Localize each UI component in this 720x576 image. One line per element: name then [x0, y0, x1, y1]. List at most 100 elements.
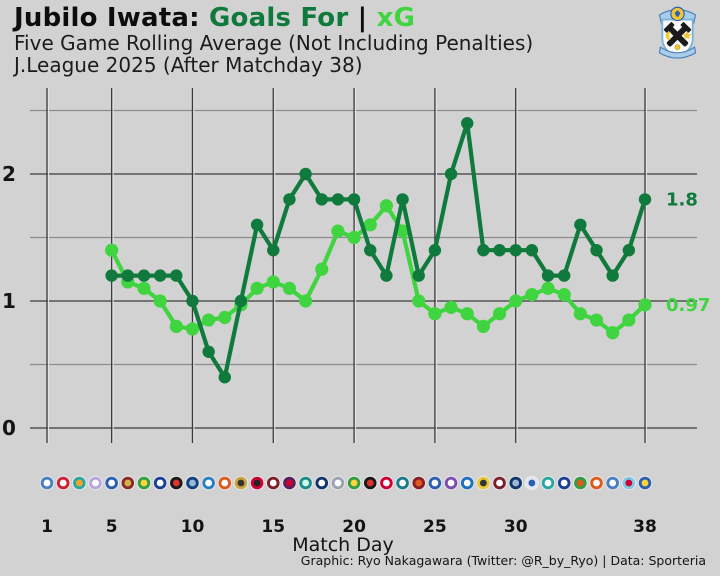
opponent-logo-center: [302, 479, 309, 487]
opponent-logo-center: [269, 479, 277, 487]
goals-for-point: [638, 193, 652, 206]
goals-for-point: [283, 193, 296, 206]
opponent-logo-center: [75, 479, 83, 487]
xg-point: [266, 275, 280, 289]
opponent-logo-center: [59, 479, 67, 487]
xg-point: [476, 319, 490, 333]
xg-point: [460, 307, 474, 321]
opponent-logo-center: [334, 479, 342, 487]
xg-point: [218, 310, 232, 325]
opponent-logo-center: [544, 479, 552, 487]
x-axis-title: Match Day: [292, 534, 394, 556]
xg-point: [169, 319, 183, 333]
y-tick-label: 1: [2, 289, 16, 313]
chart-subtitle-line1: Five Game Rolling Average (Not Including…: [14, 31, 534, 55]
opponent-logo-center: [189, 479, 196, 487]
goals-for-point: [250, 218, 264, 231]
goals-for-point: [153, 269, 167, 282]
goals-for-point: [574, 218, 587, 231]
goals-for-point: [590, 244, 603, 257]
goals-for-point: [380, 269, 393, 282]
goals-for-point: [557, 269, 571, 282]
xg-point: [347, 230, 361, 245]
opponent-logo-center: [625, 479, 633, 487]
xg-point: [298, 294, 313, 308]
header: Jubilo Iwata: Goals For | xG Five Game R…: [14, 3, 533, 76]
goals-for-point: [428, 244, 442, 257]
xg-point: [412, 294, 426, 308]
chart-subtitle-line2: J.League 2025 (After Matchday 38): [14, 52, 363, 77]
opponent-logo-center: [124, 479, 132, 487]
xg-point: [444, 300, 458, 314]
xg-point: [557, 288, 571, 302]
goals-for-point: [461, 117, 474, 130]
y-tick-label: 2: [2, 162, 16, 186]
goals-for-point: [170, 269, 183, 282]
goals-for-point: [234, 294, 248, 308]
goals-for-point: [541, 269, 555, 282]
xg-end-value: 0.97: [666, 295, 710, 316]
x-tick-label: 1: [41, 517, 53, 537]
goals-for-point: [622, 244, 636, 257]
xg-point: [202, 313, 216, 327]
goals-for-point: [186, 294, 199, 308]
xg-point: [185, 322, 200, 336]
chart-title: Jubilo Iwata: Goals For | xG: [14, 3, 533, 33]
xg-point: [395, 224, 410, 238]
xg-point: [573, 307, 587, 321]
goals-for-point: [299, 167, 312, 181]
opponent-logo-center: [318, 479, 326, 487]
xg-point: [282, 281, 297, 295]
opponent-logo-center: [560, 479, 568, 487]
goals-for-point: [137, 269, 151, 282]
xg-point: [541, 281, 555, 295]
goals-for-point: [331, 193, 345, 206]
xg-point: [606, 326, 620, 340]
opponent-logo-center: [156, 479, 164, 487]
xg-point: [105, 243, 119, 257]
x-tick-label: 20: [342, 517, 366, 537]
x-tick-label: 5: [106, 517, 118, 537]
opponent-logo-center: [286, 479, 293, 487]
goals-for-point: [396, 193, 409, 206]
opponent-logo-center: [237, 479, 245, 487]
opponent-logo-center: [108, 479, 116, 487]
opponent-logo-center: [641, 479, 649, 487]
opponent-logo-center: [609, 479, 617, 487]
xg-point: [363, 218, 377, 232]
opponent-logo-center: [431, 479, 439, 487]
goals-for-point: [347, 193, 361, 206]
title-goals-for: Goals For: [209, 3, 349, 33]
opponent-logo-center: [528, 479, 536, 487]
opponent-logo-center: [350, 479, 358, 487]
goals-for-point: [121, 269, 135, 282]
xg-point: [638, 298, 652, 312]
goals-for-point: [525, 244, 539, 257]
xg-point: [379, 199, 394, 213]
opponent-logo-center: [221, 479, 229, 487]
opponent-logo-center: [512, 479, 520, 487]
xg-point: [428, 307, 442, 321]
opponent-logo-center: [366, 479, 374, 487]
xg-point: [315, 262, 329, 276]
opponent-logo-center: [479, 479, 487, 487]
xg-point: [525, 288, 539, 302]
opponent-logo-center: [463, 479, 471, 487]
x-tick-label: 10: [181, 517, 205, 537]
opponent-logo-center: [92, 479, 99, 487]
opponent-logo-center: [576, 479, 584, 487]
credit-caption: Graphic: Ryo Nakagawara (Twitter: @R_by_…: [300, 553, 706, 568]
opponent-logo-center: [43, 479, 51, 487]
opponent-logo-center: [447, 479, 455, 487]
xg-point: [622, 313, 636, 327]
goals-for-point: [412, 269, 425, 282]
goals-for-point: [218, 371, 231, 384]
opponent-logo-center: [205, 479, 213, 487]
xg-point: [153, 294, 167, 308]
opponent-logo-center: [383, 479, 390, 487]
opponent-logo-center: [140, 479, 148, 487]
opponent-logo-center: [415, 479, 423, 487]
goals-for-point: [493, 244, 506, 257]
